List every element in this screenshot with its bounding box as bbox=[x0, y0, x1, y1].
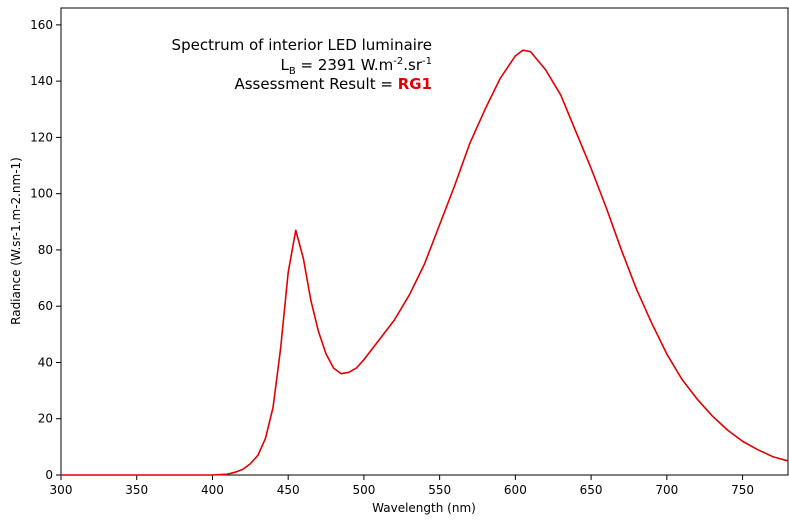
y-tick-label: 0 bbox=[45, 468, 53, 482]
y-tick-label: 140 bbox=[30, 74, 53, 88]
y-tick-label: 80 bbox=[38, 243, 53, 257]
spectrum-line bbox=[61, 49, 789, 476]
assessment-label: Assessment Result = bbox=[234, 75, 397, 93]
y-axis-label: Radiance (W.sr-1.m-2.nm-1) bbox=[9, 157, 23, 325]
y-tick-label: 120 bbox=[30, 130, 53, 144]
x-axis-label: Wavelength (nm) bbox=[372, 501, 476, 515]
x-tick-label: 650 bbox=[580, 483, 603, 497]
assessment-annotation: Assessment Result = RG1 bbox=[234, 75, 432, 93]
subscript: B bbox=[289, 66, 296, 77]
x-tick-label: 700 bbox=[655, 483, 678, 497]
radiance-annotation: LB = 2391 W.m-2.sr-1 bbox=[281, 56, 433, 77]
text: = 2391 W.m bbox=[296, 56, 394, 74]
y-tick-label: 20 bbox=[38, 412, 53, 426]
assessment-result: RG1 bbox=[398, 75, 432, 93]
x-tick-label: 600 bbox=[504, 483, 527, 497]
x-tick-label: 550 bbox=[428, 483, 451, 497]
chart-title: Spectrum of interior LED luminaire bbox=[172, 36, 432, 54]
x-tick-label: 400 bbox=[201, 483, 224, 497]
symbol: L bbox=[281, 56, 290, 74]
y-tick-label: 60 bbox=[38, 299, 53, 313]
x-tick-label: 350 bbox=[125, 483, 148, 497]
y-tick-label: 160 bbox=[30, 18, 53, 32]
x-tick-label: 750 bbox=[731, 483, 754, 497]
text: .sr bbox=[403, 56, 423, 74]
y-tick-label: 100 bbox=[30, 187, 53, 201]
x-tick-label: 500 bbox=[352, 483, 375, 497]
x-tick-label: 300 bbox=[50, 483, 73, 497]
superscript: -2 bbox=[393, 56, 403, 67]
x-tick-label: 450 bbox=[277, 483, 300, 497]
superscript: -1 bbox=[422, 56, 432, 67]
plot-frame bbox=[60, 7, 789, 476]
y-tick-label: 40 bbox=[38, 355, 53, 369]
